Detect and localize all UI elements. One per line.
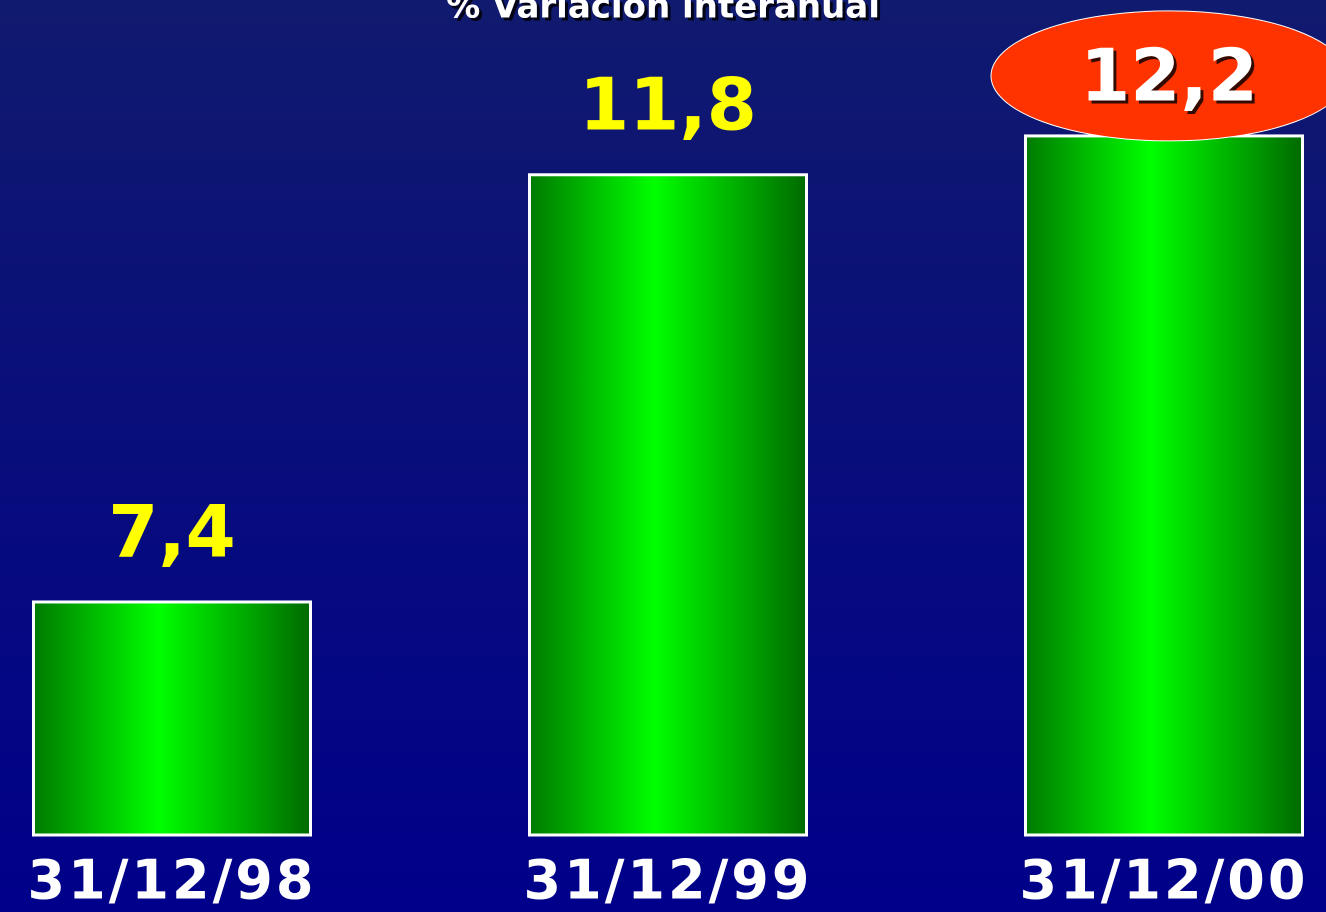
x-tick-label: 31/12/00: [1020, 849, 1309, 912]
highlight-ellipse: [990, 10, 1326, 142]
bar: [1024, 134, 1304, 837]
chart-title: % Variación interanual: [446, 0, 880, 27]
bar: [32, 600, 312, 837]
bar: [528, 173, 808, 837]
value-label: 7,4: [108, 489, 236, 573]
x-tick-label: 31/12/99: [524, 849, 813, 912]
value-label: 12,2: [1080, 33, 1258, 117]
x-tick-label: 31/12/98: [28, 849, 317, 912]
value-label: 11,8: [579, 62, 757, 146]
